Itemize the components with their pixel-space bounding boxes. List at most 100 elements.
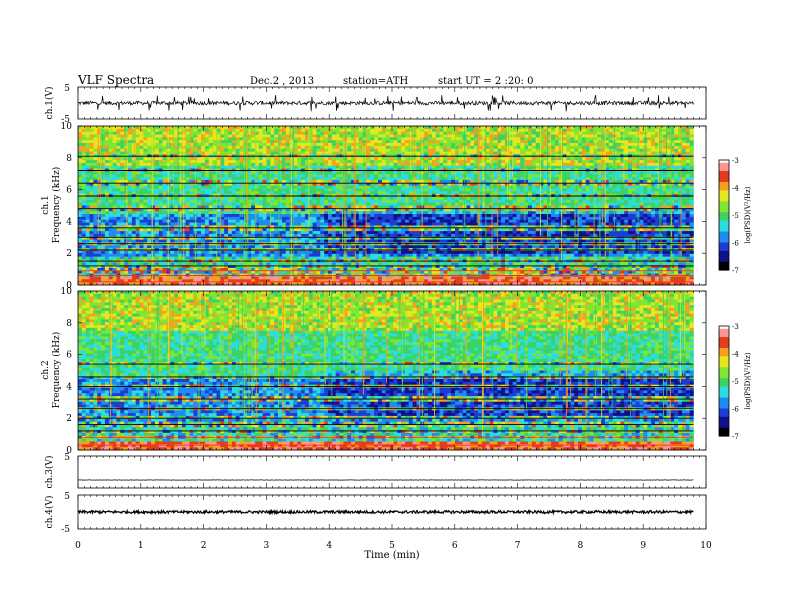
spectrogram-cell (189, 179, 194, 184)
spectrogram-cell (304, 202, 310, 206)
spectrogram-cell (216, 202, 221, 206)
spectrogram-cell (154, 128, 160, 132)
spectrogram-cell (151, 219, 156, 223)
spectrogram-cell (289, 245, 294, 249)
spectrogram-cell (331, 262, 337, 266)
spectrogram-cell (381, 199, 387, 203)
spectrogram-cell (201, 256, 206, 260)
spectrogram-cell (270, 276, 275, 280)
spectrogram-cell (139, 134, 144, 138)
spectrogram-cell (378, 228, 383, 232)
spectrogram-cell (120, 216, 125, 221)
spectrogram-cell (339, 228, 344, 232)
spectrogram-cell (189, 128, 194, 132)
spectrogram-cell (362, 188, 367, 192)
spectrogram-cell (374, 162, 379, 167)
spectrogram-cell (220, 151, 225, 155)
spectrogram-cell (312, 140, 317, 144)
spectrogram-cell (178, 199, 183, 203)
spectrogram-cell (243, 270, 248, 274)
spectrogram-cell (89, 228, 94, 232)
spectrogram-cell (212, 211, 217, 215)
spectrogram-cell (147, 236, 152, 240)
spectrogram-cell (358, 171, 363, 175)
spectrogram-cell (247, 174, 252, 178)
spectrogram-cell (370, 270, 375, 274)
spectrogram-cell (293, 219, 298, 223)
spectrogram-cell (258, 171, 263, 175)
spectrogram-cell (216, 231, 221, 235)
spectrogram-cell (297, 148, 302, 152)
spectrogram-cell (393, 182, 398, 186)
spectrogram-cell (189, 282, 194, 286)
spectrogram-cell (351, 148, 356, 152)
spectrogram-cell (185, 262, 190, 266)
spectrogram-cell (389, 179, 394, 184)
spectrogram-cell (339, 165, 344, 169)
spectrogram-cell (297, 270, 302, 274)
spectrogram-cell (239, 179, 244, 184)
spectrogram-cell (347, 128, 352, 132)
spectrogram-cell (274, 145, 279, 150)
spectrogram-cell (366, 182, 371, 186)
spectrogram-cell (147, 165, 152, 169)
spectrogram-cell (247, 137, 252, 141)
spectrogram-cell (174, 225, 179, 229)
spectrogram-cell (112, 151, 117, 155)
spectrogram-cell (328, 231, 333, 235)
spectrogram-cell (235, 268, 240, 272)
spectrogram-cell (135, 148, 140, 152)
spectrogram-cell (274, 245, 279, 249)
spectrogram-cell (135, 191, 140, 195)
spectrogram-cell (389, 262, 394, 266)
spectrogram-cell (239, 228, 244, 232)
spectrogram-cell (266, 231, 271, 235)
spectrogram-cell (266, 282, 271, 286)
spectrogram-cell (189, 279, 194, 283)
spectrogram-cell (401, 225, 406, 229)
spectrogram-cell (243, 268, 248, 272)
spectrogram-cell (89, 179, 94, 184)
spectrogram-cell (143, 256, 148, 260)
spectrogram-cell (385, 282, 390, 286)
spectrogram-cell (304, 171, 310, 175)
spectrogram-cell (354, 256, 360, 260)
spectrogram-cell (393, 270, 398, 274)
spectrogram-cell (178, 177, 183, 181)
spectrogram-cell (189, 219, 194, 223)
spectrogram-cell (216, 165, 221, 169)
spectrogram-cell (97, 160, 102, 164)
spectrogram-cell (97, 174, 102, 178)
spectrogram-cell (362, 174, 367, 178)
spectrogram-cell (154, 250, 160, 255)
spectrogram-cell (97, 191, 102, 195)
spectrogram-cell (405, 182, 410, 186)
spectrogram-cell (174, 143, 179, 147)
spectrogram-cell (251, 148, 256, 152)
spectrogram-cell (401, 233, 406, 238)
spectrogram-cell (231, 165, 237, 169)
spectrogram-cell (362, 151, 367, 155)
spectrogram-cell (162, 160, 167, 164)
spectrogram-cell (228, 202, 233, 206)
spectrogram-cell (378, 197, 383, 201)
spectrogram-cell (174, 145, 179, 150)
spectrogram-cell (158, 250, 163, 255)
spectrogram-cell (147, 270, 152, 274)
spectrogram-cell (285, 222, 290, 226)
spectrogram-cell (154, 145, 160, 150)
spectrogram-cell (185, 225, 190, 229)
spectrogram-cell (154, 191, 160, 195)
spectrogram-cell (254, 239, 260, 243)
spectrogram-cell (393, 191, 398, 195)
spectrogram-cell (197, 126, 202, 130)
spectrogram-cell (89, 160, 94, 164)
spectrogram-cell (204, 185, 210, 189)
spectrogram-cell (304, 140, 310, 144)
spectrogram-cell (347, 174, 352, 178)
spectrogram-cell (351, 157, 356, 161)
spectrogram-cell (235, 279, 240, 283)
spectrogram-cell (293, 245, 298, 249)
spectrogram-cell (347, 268, 352, 272)
spectrogram-cell (397, 239, 402, 243)
